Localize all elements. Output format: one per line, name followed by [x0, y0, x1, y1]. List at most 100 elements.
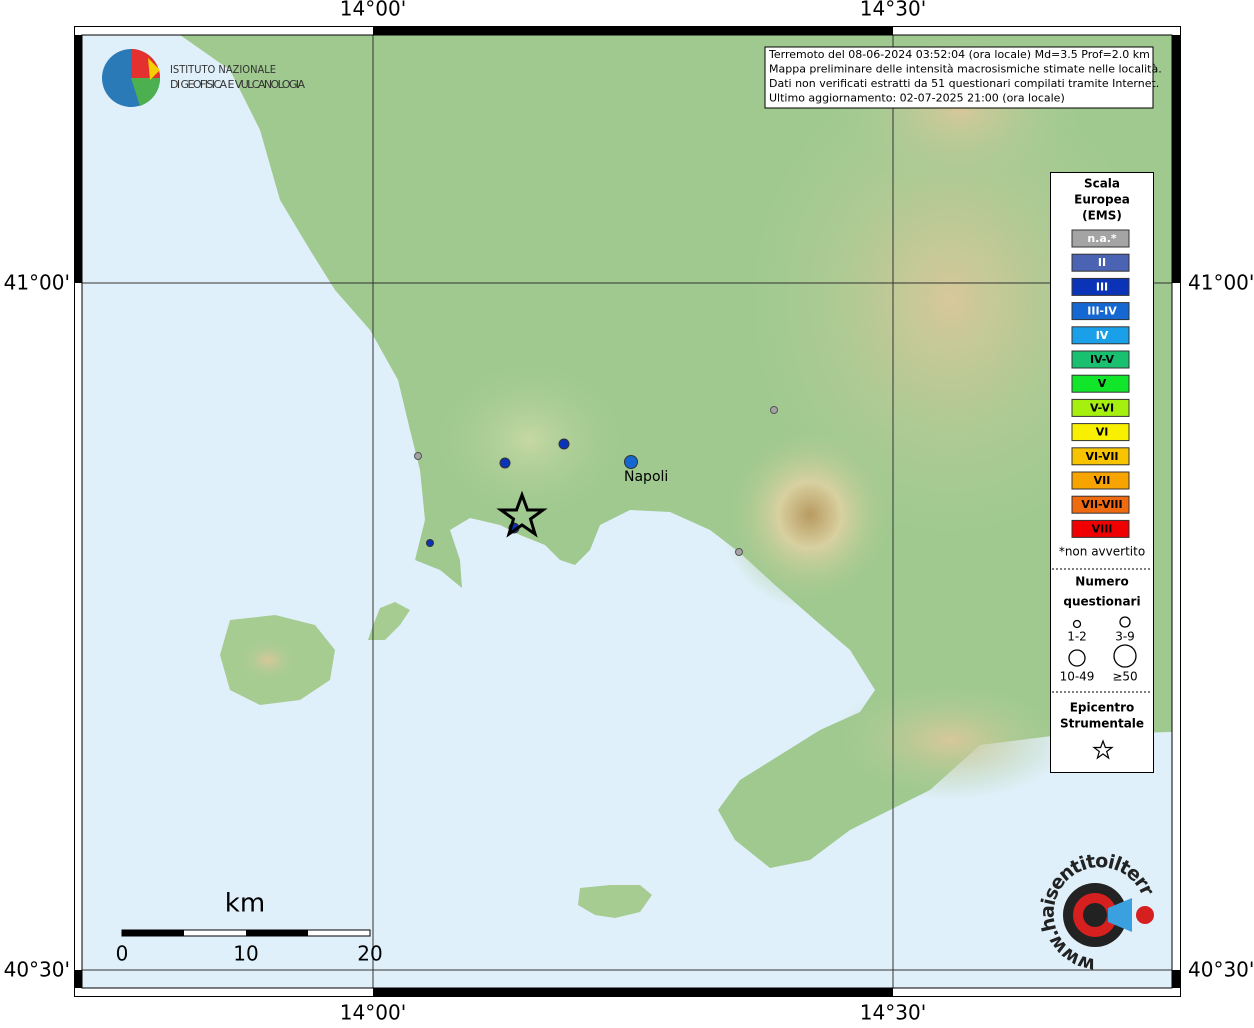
legend-swatch — [1071, 253, 1130, 272]
capri — [578, 885, 652, 918]
legend-label: III-IV — [1087, 305, 1117, 318]
point — [414, 452, 422, 460]
point — [558, 438, 570, 450]
legend-swatch — [1071, 398, 1130, 417]
legend-title: questionari — [1063, 595, 1140, 609]
info-line: Terremoto del 08-06-2024 03:52:04 (ora l… — [768, 48, 1150, 61]
size-symbol — [1119, 616, 1131, 628]
legend-label: II — [1098, 256, 1106, 269]
frame-bar — [373, 27, 893, 35]
legend-label: VIII — [1092, 522, 1113, 535]
logo-speaker — [1108, 898, 1132, 932]
procida — [368, 602, 410, 640]
info-line: Mappa preliminare delle intensità macros… — [769, 63, 1162, 76]
legend-swatch — [1071, 229, 1130, 248]
logo-dot — [1136, 906, 1154, 924]
info-line: Ultimo aggiornamento: 02-07-2025 21:00 (… — [769, 92, 1065, 105]
scale-unit: km — [225, 889, 265, 919]
size-symbol — [1113, 644, 1137, 668]
logo-text: ISTITUTO NAZIONALE — [170, 63, 276, 76]
legend-swatch — [1071, 495, 1130, 514]
lat-label: 41°00' — [1188, 271, 1254, 295]
lon-label: 14°00' — [340, 0, 406, 21]
legend-swatch — [1071, 374, 1130, 393]
legend-swatch — [1071, 423, 1130, 442]
graticule — [82, 35, 1172, 988]
point — [499, 457, 511, 469]
logo-text: DI GEOFISICA E VULCANOLOGIA — [170, 78, 305, 91]
legend-label: III — [1096, 280, 1108, 293]
relief — [830, 680, 1070, 800]
lat-label: 40°30' — [4, 958, 70, 982]
relief — [420, 350, 640, 530]
frame-bar — [75, 35, 82, 283]
epicenter — [496, 490, 548, 538]
info-box — [764, 46, 1154, 109]
legend-title: Strumentale — [1060, 717, 1144, 731]
legend-title: Numero — [1075, 575, 1128, 589]
point — [624, 455, 638, 469]
legend-title: Epicentro — [1070, 701, 1135, 715]
legend-label: n.a.* — [1087, 232, 1117, 245]
legend-label: V — [1098, 377, 1107, 390]
legend-title: Scala — [1084, 177, 1120, 191]
lon-label: 14°30' — [860, 0, 926, 21]
frame-bar — [1172, 970, 1180, 988]
size-label: ≥50 — [1112, 670, 1137, 684]
intensity-points: Napoli — [414, 406, 778, 556]
scale-label: 20 — [357, 942, 382, 966]
logo-target — [1083, 903, 1107, 927]
frame — [74, 26, 1181, 997]
point — [770, 406, 778, 414]
frame-bar — [1172, 35, 1180, 283]
lat-label: 41°00' — [4, 271, 70, 295]
logo-part — [131, 78, 161, 106]
point — [426, 539, 434, 547]
size-symbol — [1072, 619, 1082, 629]
lon-label: 14°30' — [860, 1001, 926, 1025]
scale-label: 10 — [233, 942, 258, 966]
logo-ingv: ISTITUTO NAZIONALE DI GEOFISICA E VULCAN… — [102, 49, 305, 107]
legend-label: IV — [1096, 329, 1109, 342]
scale-label: 0 — [116, 942, 129, 966]
legend-swatch — [1071, 277, 1130, 296]
legend-title: (EMS) — [1082, 209, 1122, 223]
size-symbol — [1068, 649, 1086, 667]
lon-label: 14°00' — [340, 1001, 406, 1025]
relief — [238, 638, 298, 682]
legend-swatch — [1071, 326, 1130, 345]
frame-bar — [373, 988, 893, 996]
logo-part — [148, 58, 160, 80]
info-text: Terremoto del 08-06-2024 03:52:04 (ora l… — [768, 48, 1162, 105]
city-label: Napoli — [624, 469, 668, 485]
legend-label: VI-VII — [1085, 450, 1118, 463]
scale-bar: km 0 10 20 — [116, 889, 383, 966]
lat-label: 40°30' — [1188, 958, 1254, 982]
scale-seg — [122, 930, 184, 936]
land — [180, 35, 1172, 918]
legend-label: VI — [1096, 426, 1109, 439]
info-line: Dati non verificati estratti da 51 quest… — [769, 77, 1159, 90]
coord-labels: 14°00' 14°30' 14°00' 14°30' 41°00' 40°30… — [4, 0, 1254, 1025]
legend-swatch — [1071, 302, 1130, 321]
epicenter-symbol — [1092, 739, 1114, 760]
point — [735, 548, 743, 556]
legend: ScalaEuropea(EMS)n.a.*IIIIIIII-IVIVIV-VV… — [1052, 177, 1152, 760]
legend-label: IV-V — [1090, 353, 1115, 366]
frame-border — [74, 26, 1181, 997]
frame-bar — [75, 970, 82, 988]
size-label: 3-9 — [1115, 630, 1135, 644]
size-label: 1-2 — [1067, 630, 1087, 644]
legend-title: Europea — [1074, 193, 1130, 207]
legend-label: VII — [1094, 474, 1111, 487]
legend-label: VII-VIII — [1081, 498, 1122, 511]
legend-label: V-VI — [1090, 401, 1114, 414]
legend-swatch — [1071, 447, 1130, 466]
legend-swatch — [1071, 519, 1130, 538]
legend-swatch — [1071, 471, 1130, 490]
scale-seg — [246, 930, 308, 936]
legend-note: *non avvertito — [1059, 545, 1145, 559]
legend-swatch — [1071, 350, 1130, 369]
